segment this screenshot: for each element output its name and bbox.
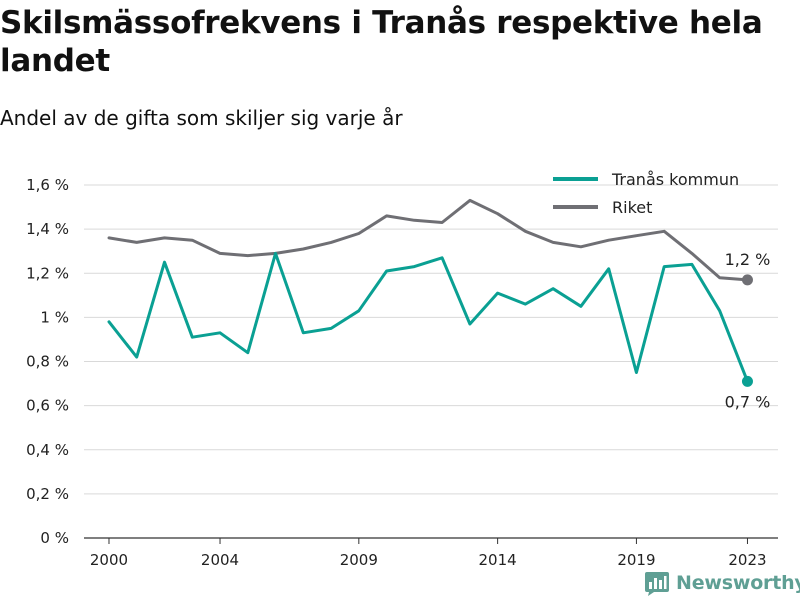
x-tick-label: 2014 [479, 551, 517, 566]
tranas-kommun-end-point [741, 375, 753, 387]
line-chart: 0 % 0,2 % 0,4 % 0,6 % 0,8 % 1 % 1,2 % 1,4 % 1,6 … [26, 170, 778, 566]
y-tick-label: 1,4 % [26, 220, 69, 238]
y-tick-label: 0,4 % [26, 441, 69, 459]
tranas-kommun-line [107, 251, 749, 383]
y-tick-label: 1 % [40, 308, 69, 326]
x-axis: 2000 2004 2009 2014 2019 2023 [90, 538, 767, 566]
logo-text: Newsworthy [676, 572, 800, 594]
x-tick-label: 2019 [617, 551, 655, 566]
y-tick-label: 0 % [40, 529, 69, 547]
series-lines: 1,2 % 0,7 % [107, 198, 771, 411]
y-tick-label: 1,2 % [26, 264, 69, 282]
y-tick-label: 0,6 % [26, 397, 69, 415]
x-tick-label: 2000 [90, 551, 128, 566]
legend: Tranås kommun Riket [553, 170, 739, 217]
legend-label-tranas-kommun: Tranås kommun [611, 170, 739, 189]
x-tick-label: 2023 [728, 551, 766, 566]
chart-subtitle: Andel av de gifta som skiljer sig varje … [0, 106, 403, 130]
x-tick-label: 2004 [201, 551, 239, 566]
grid-lines [84, 184, 778, 539]
y-axis: 0 % 0,2 % 0,4 % 0,6 % 0,8 % 1 % 1,2 % 1,4 % 1,6 … [26, 176, 69, 547]
legend-swatch-tranas-kommun [553, 177, 598, 181]
legend-swatch-riket [553, 205, 598, 209]
y-tick-label: 1,6 % [26, 176, 69, 194]
y-tick-label: 0,8 % [26, 353, 69, 371]
riket-end-label: 1,2 % [725, 250, 771, 269]
chart-title: Skilsmässofrekvens i Tranås respektive h… [0, 5, 763, 79]
newsworthy-logo: Newsworthy [644, 566, 800, 600]
x-tick-label: 2009 [340, 551, 378, 566]
tranas-kommun-end-label: 0,7 % [725, 392, 771, 411]
riket-line [107, 198, 749, 282]
y-tick-label: 0,2 % [26, 485, 69, 503]
bar-chart-logo-icon [645, 572, 669, 596]
legend-label-riket: Riket [612, 198, 652, 217]
riket-end-point [741, 274, 753, 286]
